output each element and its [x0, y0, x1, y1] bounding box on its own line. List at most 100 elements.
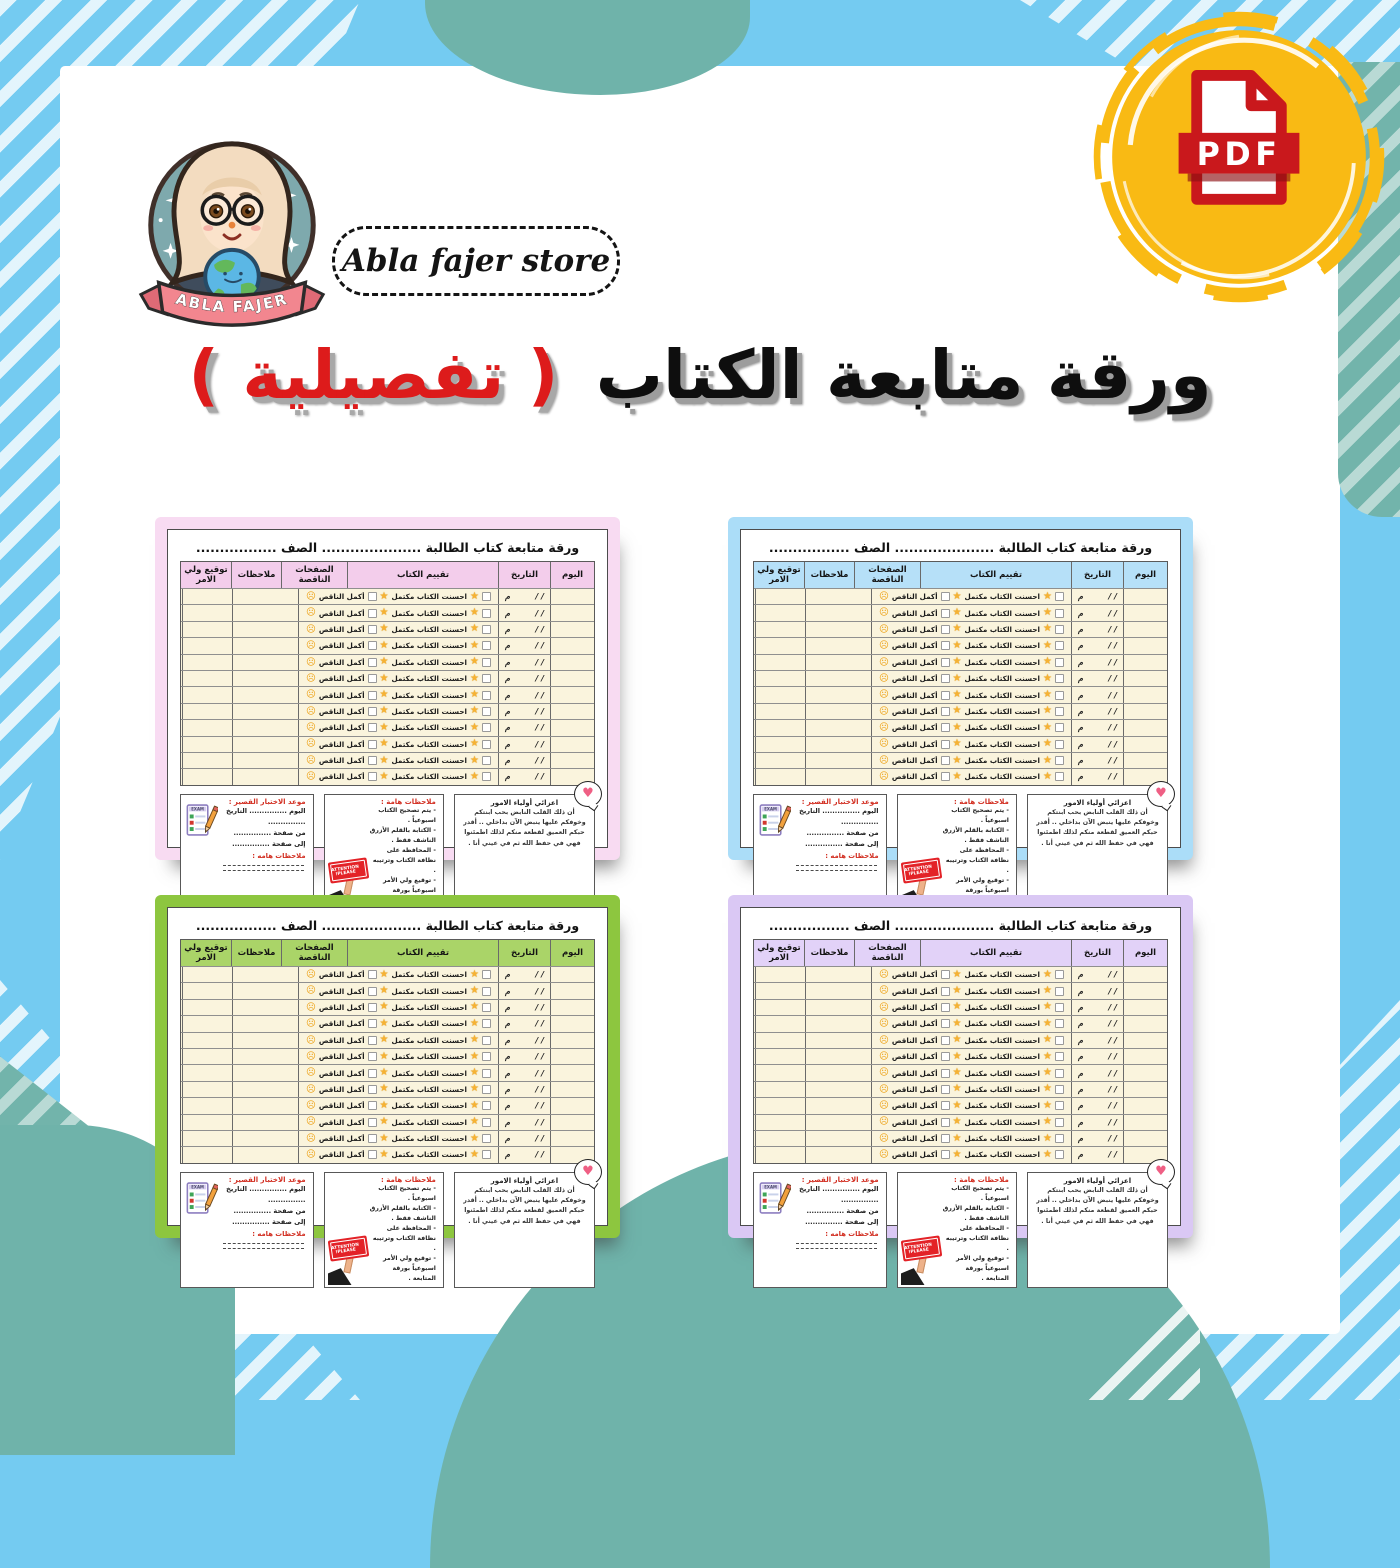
- day-cell: [1123, 654, 1167, 670]
- evaluation-cell: ★ احسنت الكتاب مكتمل ★ أكمل الناقص ☹: [297, 687, 498, 703]
- store-name: Abla fajer store: [341, 243, 611, 279]
- missing-pages-cell: [231, 605, 298, 621]
- checkbox-incomplete: [940, 624, 950, 634]
- attention-sign: ! ATTENTION PLEASE!: [327, 857, 376, 884]
- date-cell: / / م: [1071, 1048, 1123, 1065]
- checkbox-complete: [1055, 1117, 1064, 1127]
- table-row: / / م ★ احسنت الكتاب مكتمل ★ أكمل الناقص…: [754, 1015, 1167, 1032]
- date-slashes: / /: [1108, 986, 1117, 996]
- notes-cell: [181, 1065, 232, 1081]
- table-row: / / م ★ احسنت الكتاب مكتمل ★ أكمل الناقص…: [181, 1047, 594, 1065]
- checkbox-complete: [482, 592, 491, 602]
- signature-cell: [705, 983, 755, 998]
- signature-cell: [132, 983, 182, 998]
- star-icon: ★: [379, 770, 389, 782]
- store-logo-illustration: ABLA FAJER: [138, 138, 326, 327]
- eval-incomplete-label: أكمل الناقص: [318, 1019, 365, 1029]
- notes-cell: [754, 1032, 805, 1048]
- table-row: / / م ★ احسنت الكتاب مكتمل ★ أكمل الناقص…: [754, 982, 1167, 999]
- notes-cell: [181, 670, 232, 687]
- eval-incomplete-label: أكمل الناقص: [891, 1101, 938, 1111]
- day-cell: [1123, 1016, 1167, 1032]
- table-row: / / م ★ احسنت الكتاب مكتمل ★ أكمل الناقص…: [181, 719, 594, 736]
- missing-pages-cell: [231, 1048, 298, 1065]
- signature-cell: [132, 1049, 182, 1064]
- checkbox-incomplete: [940, 1052, 950, 1062]
- notes-list: - يتم تصحيح الكتاب اسبوعياً . - الكتابة …: [369, 1184, 436, 1284]
- star-icon: ★: [952, 590, 962, 602]
- eyebrow-right: [239, 192, 253, 197]
- logo-banner-ribbon: ABLA FAJER: [138, 279, 326, 327]
- eval-incomplete-label: أكمل الناقص: [891, 1035, 938, 1045]
- day-cell: [1123, 736, 1167, 752]
- evaluation-cell: ★ احسنت الكتاب مكتمل ★ أكمل الناقص ☹: [870, 999, 1071, 1016]
- day-cell: [1123, 1130, 1167, 1147]
- eval-complete-label: احسنت الكتاب مكتمل: [391, 641, 468, 651]
- heart-icon: ♥: [582, 786, 594, 802]
- star-icon: ★: [1043, 590, 1052, 602]
- checkbox-complete: [1055, 1002, 1064, 1012]
- checkbox-incomplete: [367, 1101, 377, 1111]
- table-row: / / م ★ احسنت الكتاب مكتمل ★ أكمل الناقص…: [754, 686, 1167, 703]
- notes-cell: [181, 1081, 232, 1098]
- col-header-missing-pages: الصفحات الناقصة: [281, 562, 347, 588]
- date-cell: / / م: [1071, 1032, 1123, 1048]
- note-item: - الكتابة بالقلم الأزرق الناشف فقط .: [369, 1204, 436, 1222]
- star-icon: ★: [1043, 968, 1052, 980]
- sad-face-icon: ☹: [878, 1149, 889, 1161]
- star-icon: ★: [470, 985, 479, 997]
- col-header-evaluation: تقييم الكتاب: [920, 562, 1071, 588]
- sad-face-icon: ☹: [305, 738, 316, 750]
- date-cell: / / م: [1071, 1065, 1123, 1081]
- star-icon: ★: [952, 1132, 962, 1144]
- date-era-letter: م: [505, 1134, 510, 1144]
- star-icon: ★: [1043, 721, 1052, 733]
- signature-cell: [705, 655, 755, 670]
- date-cell: / / م: [1071, 703, 1123, 720]
- checkbox-incomplete: [367, 592, 377, 602]
- star-icon: ★: [379, 1001, 389, 1013]
- evaluation-cell: ★ احسنت الكتاب مكتمل ★ أكمل الناقص ☹: [870, 1081, 1071, 1098]
- notes-cell: [181, 769, 232, 785]
- evaluation-cell: ★ احسنت الكتاب مكتمل ★ أكمل الناقص ☹: [297, 621, 498, 638]
- col-header-signature: توقيع ولي الامر: [184, 565, 228, 585]
- signature-cell: [705, 769, 755, 784]
- checkbox-incomplete: [940, 970, 950, 980]
- star-icon: ★: [379, 607, 389, 619]
- col-header-missing-pages: الصفحات الناقصة: [854, 562, 920, 588]
- star-icon: ★: [470, 770, 479, 782]
- quiz-pages-line: من صفحة ............... إلى صفحة .......…: [232, 1207, 306, 1227]
- checkbox-complete: [1055, 1150, 1064, 1160]
- parents-message-box: ♥ اعزائي أولياء الامور أن ذلك القلب النا…: [1026, 1158, 1175, 1289]
- worksheet-table: اليوم التاريخ تقييم الكتاب الصفحات الناق…: [180, 939, 595, 1164]
- dashed-writing-line: [796, 1248, 877, 1250]
- evaluation-cell: ★ احسنت الكتاب مكتمل ★ أكمل الناقص ☹: [297, 1016, 498, 1032]
- star-icon: ★: [470, 1099, 479, 1111]
- col-header-date: التاريخ: [498, 562, 550, 588]
- checkbox-complete: [1055, 1068, 1064, 1078]
- star-icon: ★: [470, 705, 479, 717]
- sad-face-icon: ☹: [878, 705, 889, 717]
- table-row: / / م ★ احسنت الكتاب مكتمل ★ أكمل الناقص…: [181, 735, 594, 752]
- col-header-notes: ملاحظات: [804, 940, 854, 966]
- day-cell: [1123, 720, 1167, 736]
- checkbox-incomplete: [367, 1117, 377, 1127]
- eval-incomplete-label: أكمل الناقص: [318, 1117, 365, 1127]
- date-slashes: / /: [1108, 1134, 1117, 1144]
- missing-pages-cell: [804, 654, 871, 670]
- date-slashes: / /: [535, 592, 544, 602]
- missing-pages-cell: [231, 589, 298, 605]
- sad-face-icon: ☹: [878, 1001, 889, 1013]
- date-slashes: / /: [1108, 1002, 1117, 1012]
- checkbox-complete: [1055, 970, 1064, 980]
- worksheet-table: اليوم التاريخ تقييم الكتاب الصفحات الناق…: [180, 561, 595, 786]
- eval-incomplete-label: أكمل الناقص: [318, 674, 365, 684]
- date-cell: / / م: [498, 1147, 550, 1163]
- table-row: / / م ★ احسنت الكتاب مكتمل ★ أكمل الناقص…: [181, 702, 594, 720]
- star-icon: ★: [379, 672, 389, 684]
- star-icon: ★: [379, 1132, 389, 1144]
- eval-complete-label: احسنت الكتاب مكتمل: [964, 970, 1041, 980]
- sad-face-icon: ☹: [305, 607, 316, 619]
- checkbox-incomplete: [367, 624, 377, 634]
- missing-pages-cell: [231, 638, 298, 654]
